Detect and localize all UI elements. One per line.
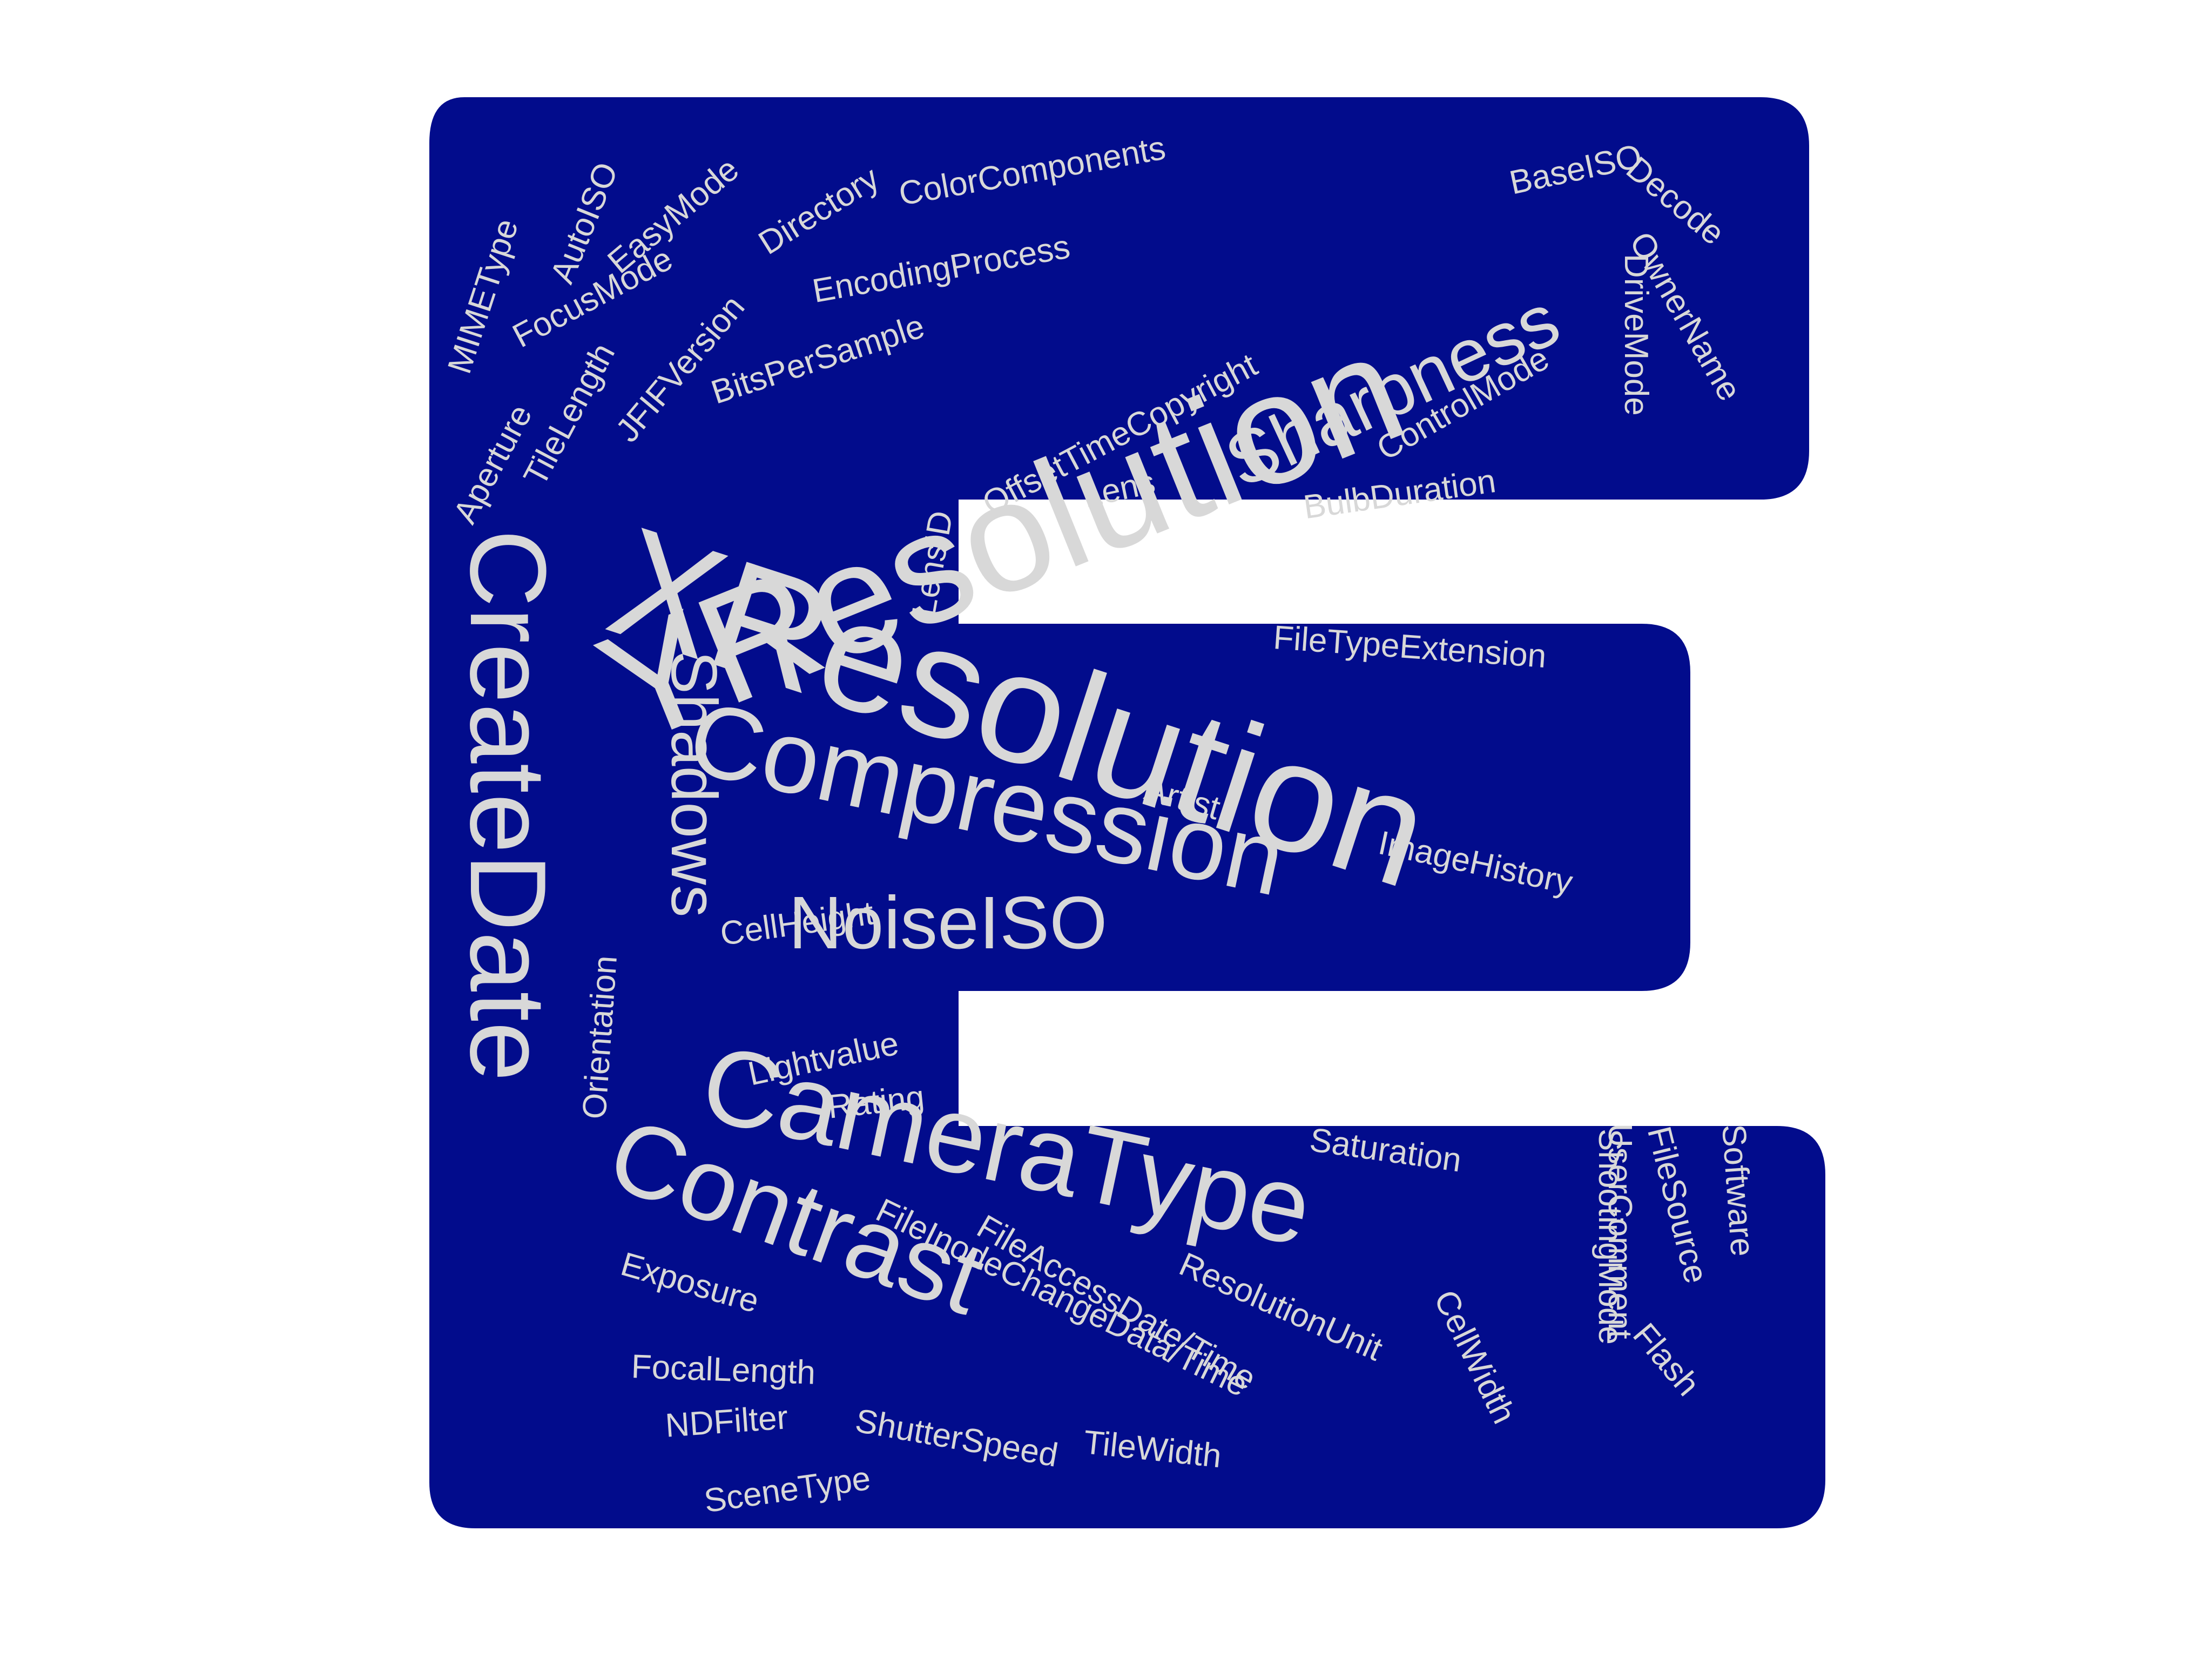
word-filesource: FileSource bbox=[1640, 1123, 1715, 1287]
word-saturation: Saturation bbox=[1307, 1121, 1464, 1179]
word-software: Software bbox=[1715, 1123, 1762, 1258]
word-flash: Flash bbox=[1626, 1316, 1707, 1403]
word-filetypeextension: FileTypeExtension bbox=[1272, 619, 1548, 676]
word-imagehistory: ImageHistory bbox=[1375, 824, 1576, 902]
word-createdate: CreateDate bbox=[448, 529, 568, 1082]
word-scenetype: SceneType bbox=[702, 1459, 873, 1520]
word-cellwidth: CellWidth bbox=[1426, 1284, 1523, 1429]
word-usercomment: UserComment bbox=[1601, 1123, 1638, 1339]
word-directory: Directory bbox=[752, 159, 886, 262]
word-drivemode: DriveMode bbox=[1617, 254, 1655, 416]
word-encodingprocess: EncodingProcess bbox=[810, 228, 1073, 311]
letter-e-silhouette bbox=[429, 97, 1825, 1528]
word-noiseiso: NoiseISO bbox=[788, 881, 1108, 965]
word-shadows: Shadows bbox=[658, 651, 730, 918]
word-mimetype: MIMEType bbox=[441, 214, 526, 379]
word-baseiso: BaseISO bbox=[1506, 137, 1645, 202]
word-orientation: Orientation bbox=[576, 954, 624, 1121]
word-exposure: Exposure bbox=[617, 1245, 763, 1320]
word-tilewidth: TileWidth bbox=[1082, 1424, 1224, 1475]
word-shutterspeed: ShutterSpeed bbox=[852, 1402, 1061, 1474]
word-ndfilter: NDFilter bbox=[664, 1399, 790, 1445]
word-focusmode: FocusMode bbox=[507, 240, 679, 355]
word-colorcomponents: ColorComponents bbox=[896, 129, 1169, 213]
word-focallength: FocalLength bbox=[630, 1348, 817, 1392]
